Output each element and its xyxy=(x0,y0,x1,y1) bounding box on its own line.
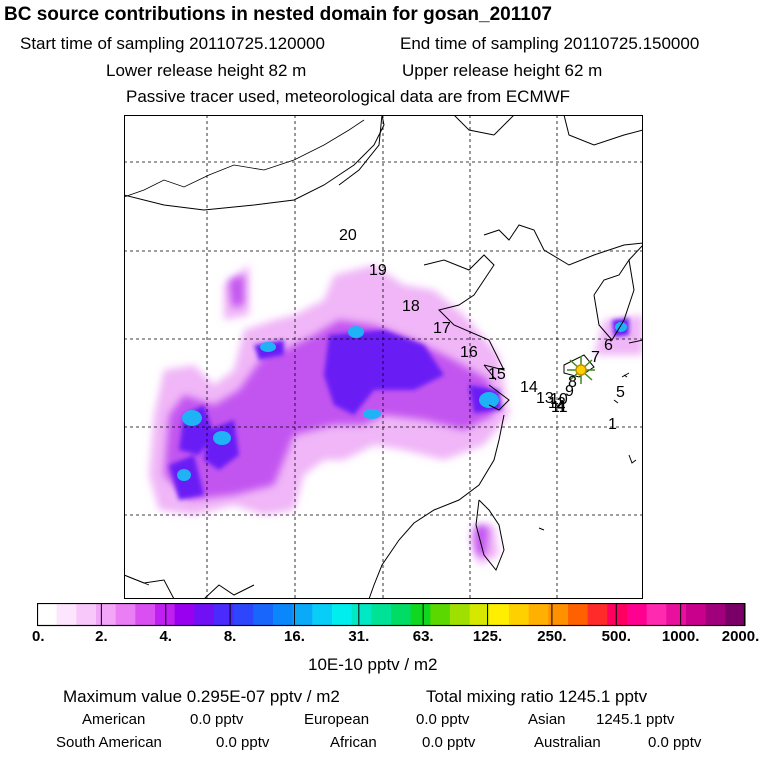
region-value-asian: 1245.1 pptv xyxy=(596,711,675,728)
colorbar-cell xyxy=(233,603,254,626)
lower-release-height: Lower release height 82 m xyxy=(106,61,307,80)
region-value-south-american: 0.0 pptv xyxy=(216,734,270,751)
colorbar-cell xyxy=(548,603,569,626)
colorbar-tick-label: 31. xyxy=(348,628,370,645)
region-value-american: 0.0 pptv xyxy=(190,711,244,728)
colorbar-units: 10E-10 pptv / m2 xyxy=(308,655,438,674)
colorbar-cell xyxy=(450,603,471,626)
traj-label-10: 10 xyxy=(550,391,568,408)
colorbar-cell xyxy=(115,603,136,626)
colorbar-cell xyxy=(587,603,608,626)
colorbar-cell xyxy=(174,603,195,626)
colorbar-cell xyxy=(56,603,77,626)
colorbar-cell xyxy=(410,603,431,626)
colorbar-tick-label: 1000. xyxy=(661,628,700,645)
colorbar-cell xyxy=(627,603,648,626)
traj-label-19: 19 xyxy=(369,262,387,279)
colorbar-cell xyxy=(37,603,58,626)
traj-label-7: 7 xyxy=(591,349,600,366)
region-label-australian: Australian xyxy=(534,734,601,751)
colorbar-cell xyxy=(371,603,392,626)
colorbar-tick-label: 8. xyxy=(223,628,237,645)
receptor-star-icon xyxy=(567,356,595,384)
traj-label-20: 20 xyxy=(339,227,357,244)
tracer-note: Passive tracer used, meteorological data… xyxy=(126,87,571,106)
lat-lon-grid xyxy=(124,115,643,599)
traj-label-18: 18 xyxy=(402,298,420,315)
region-value-european: 0.0 pptv xyxy=(416,711,470,728)
traj-label-13: 13 xyxy=(536,390,554,407)
region-label-south-american: South American xyxy=(56,734,162,751)
colorbar-cells xyxy=(37,603,746,626)
plume-peak xyxy=(177,322,627,481)
colorbar-cell xyxy=(528,603,549,626)
traj-label-12: 12 xyxy=(548,395,566,412)
region-label-african: African xyxy=(330,734,377,751)
traj-label-15: 15 xyxy=(488,366,506,383)
colorbar-cell xyxy=(607,603,628,626)
colorbar-cell xyxy=(135,603,156,626)
colorbar-cell xyxy=(686,603,707,626)
colorbar-tick-label: 63. xyxy=(412,628,434,645)
traj-label-9: 9 xyxy=(565,383,574,400)
colorbar-cell xyxy=(194,603,215,626)
colorbar-cell xyxy=(509,603,530,626)
colorbar-cell xyxy=(351,603,372,626)
colorbar-cell xyxy=(666,603,687,626)
colorbar-tick-label: 16. xyxy=(284,628,305,645)
colorbar-dividers xyxy=(100,603,682,626)
end-time: End time of sampling 20110725.150000 xyxy=(400,34,700,53)
traj-label-4: 4 xyxy=(556,398,565,415)
colorbar-tick-label: 125. xyxy=(472,628,503,645)
colorbar-cell xyxy=(253,603,274,626)
colorbar-tick-label: 2. xyxy=(95,628,108,645)
colorbar-tick-label: 4. xyxy=(159,628,172,645)
colorbar-cell xyxy=(646,603,667,626)
traj-label-17: 17 xyxy=(433,320,451,337)
trajectory-labels: 1 4 5 6 7 8 9 10 11 12 13 14 15 16 17 18… xyxy=(339,227,625,433)
colorbar-cell xyxy=(469,603,490,626)
maximum-value: Maximum value 0.295E-07 pptv / m2 xyxy=(63,687,340,706)
map-panel: 1 4 5 6 7 8 9 10 11 12 13 14 15 16 17 18… xyxy=(124,115,643,599)
colorbar-cell xyxy=(214,603,235,626)
region-label-european: European xyxy=(304,711,370,728)
colorbar-cell xyxy=(391,603,412,626)
colorbar-cell xyxy=(705,603,726,626)
colorbar-cell xyxy=(725,603,746,626)
colorbar-cell xyxy=(273,603,294,626)
traj-label-1: 1 xyxy=(608,416,617,433)
colorbar-tick-label: 250. xyxy=(537,628,567,645)
colorbar-cell xyxy=(312,603,333,626)
colorbar-cell xyxy=(568,603,589,626)
colorbar-cell xyxy=(76,603,97,626)
traj-label-6: 6 xyxy=(604,337,613,354)
colorbar-tick-label: 0. xyxy=(31,628,45,645)
figure-title: BC source contributions in nested domain… xyxy=(4,4,552,25)
start-time: Start time of sampling 20110725.120000 xyxy=(20,34,325,53)
colorbar-cell xyxy=(292,603,313,626)
colorbar-cell xyxy=(430,603,451,626)
region-value-australian: 0.0 pptv xyxy=(648,734,702,751)
traj-label-16: 16 xyxy=(460,344,478,361)
upper-release-height: Upper release height 62 m xyxy=(402,61,603,80)
colorbar-tick-label: 2000. xyxy=(721,628,760,645)
traj-label-5: 5 xyxy=(616,384,625,401)
colorbar-cell xyxy=(155,603,176,626)
map-frame xyxy=(124,115,643,599)
colorbar-cell xyxy=(96,603,117,626)
region-label-american: American xyxy=(82,711,146,728)
region-value-african: 0.0 pptv xyxy=(422,734,476,751)
traj-label-14: 14 xyxy=(520,379,538,396)
traj-label-11: 11 xyxy=(551,399,568,416)
colorbar-cell xyxy=(332,603,353,626)
colorbar-cell xyxy=(489,603,510,626)
total-mixing-ratio: Total mixing ratio 1245.1 pptv xyxy=(426,687,648,706)
borders xyxy=(124,119,365,586)
traj-label-8: 8 xyxy=(568,374,577,391)
region-label-asian: Asian xyxy=(528,711,566,728)
colorbar-tick-label: 500. xyxy=(601,628,631,645)
coastlines xyxy=(124,115,643,599)
colorbar xyxy=(37,603,746,627)
colorbar-tick-labels: 0. 2. 4. 8. 16. 31. 63. 125. 250. 500. 1000. 2000. xyxy=(0,628,768,648)
